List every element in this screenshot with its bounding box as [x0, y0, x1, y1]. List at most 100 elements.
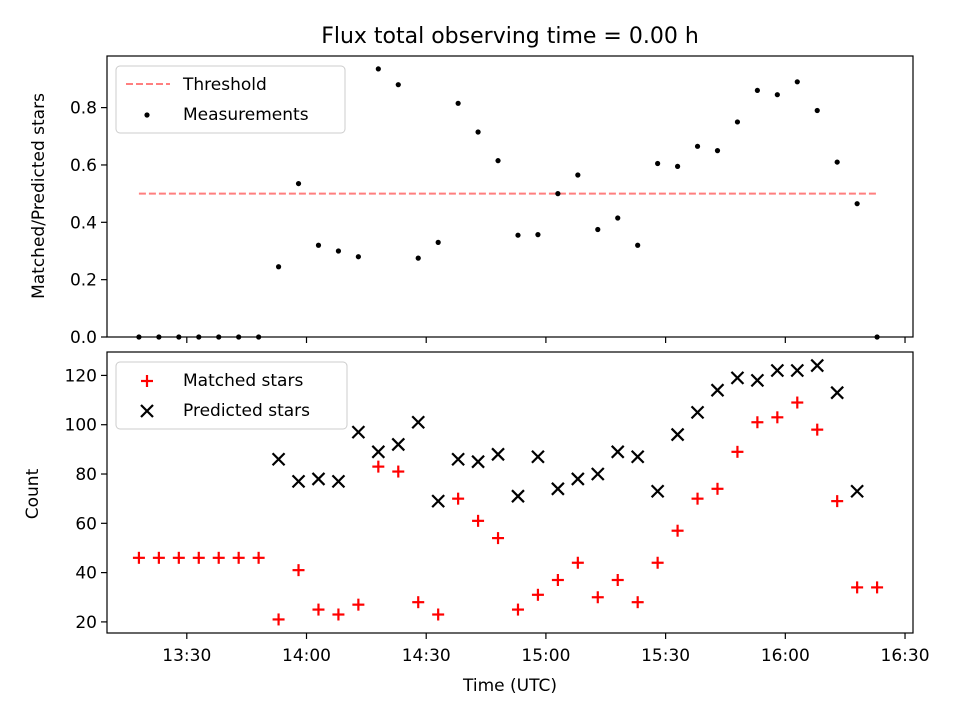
matched-star-point [811, 423, 824, 436]
matched-star-point [312, 603, 325, 616]
measurements-legend-label: Measurements [183, 105, 309, 125]
x-axis-label: Time (UTC) [462, 676, 557, 696]
predicted-star-point [531, 449, 545, 464]
matched-stars-points [132, 396, 884, 626]
matched-star-point [751, 416, 764, 429]
predicted-star-point [271, 452, 286, 467]
matched-star-point [332, 608, 345, 621]
x-tick-label: 16:30 [881, 646, 930, 666]
matched-star-point [492, 532, 505, 545]
matched-legend-icon [141, 375, 153, 387]
predicted-stars-points [271, 358, 864, 508]
predicted-star-point [850, 484, 864, 499]
top-y-tick-label: 0.6 [70, 156, 97, 176]
bottom-legend-box [115, 361, 348, 430]
predicted-star-point [810, 358, 825, 373]
predicted-star-point [750, 373, 765, 388]
bottom-y-tick-label: 40 [75, 564, 97, 584]
bottom-y-tick-label: 120 [65, 366, 97, 386]
measurement-point [355, 254, 361, 260]
predicted-star-point [311, 472, 326, 486]
matched-star-point [172, 551, 185, 564]
measurement-point [774, 92, 780, 98]
predicted-star-point [670, 427, 685, 442]
bottom-y-ticks: 20 40 60 80 100 120 [65, 366, 107, 633]
x-tick-label: 14:00 [282, 646, 331, 666]
matched-star-point [711, 482, 724, 495]
predicted-star-point [830, 385, 844, 400]
matched-star-point [372, 460, 385, 473]
bottom-plot-frame [106, 351, 914, 634]
measurement-point [455, 100, 461, 106]
bottom-y-tick-label: 80 [75, 465, 97, 485]
measurement-point [415, 255, 421, 261]
matched-star-point [651, 556, 664, 569]
bottom-y-axis-label: Count [23, 468, 43, 519]
x-tick-label: 16:00 [761, 646, 810, 666]
matched-star-point [292, 564, 305, 577]
predicted-star-point [411, 415, 426, 430]
predicted-star-point [770, 363, 785, 378]
matched-star-point [232, 551, 245, 564]
measurement-point [435, 239, 441, 245]
matched-star-point [212, 551, 225, 564]
matched-legend-label: Matched stars [183, 371, 303, 391]
predicted-star-point [491, 447, 505, 462]
threshold-legend-label: Threshold [182, 75, 267, 95]
matched-star-point [531, 588, 544, 601]
measurement-point [734, 119, 741, 125]
measurement-point [754, 87, 760, 94]
matched-star-point [152, 551, 165, 564]
x-tick-label: 15:30 [641, 646, 690, 666]
top-y-tick-label: 0.2 [70, 271, 97, 291]
measurement-point [714, 148, 721, 154]
top-plot-frame [106, 55, 914, 338]
measurement-point [655, 160, 661, 167]
measurement-point [694, 143, 701, 149]
predicted-star-point [610, 445, 625, 459]
predicted-star-point [371, 445, 386, 459]
predicted-star-point [690, 405, 705, 420]
top-x-ticks [186, 337, 906, 343]
matched-star-point [412, 596, 425, 609]
measurement-point [395, 82, 401, 88]
matched-star-point [551, 574, 564, 587]
ratio-panel: Flux total observing time = 0.00 h Match… [29, 24, 914, 348]
bottom-x-ticks: 13:30 14:00 14:30 15:00 15:30 16:00 16:30 [162, 633, 930, 666]
matched-star-point [771, 411, 784, 424]
predicted-star-point [451, 452, 465, 467]
matched-star-point [731, 445, 744, 458]
count-panel: Count Time (UTC) 20 40 60 80 100 120 13:30 14:… [23, 351, 930, 696]
measurement-point [495, 158, 501, 164]
predicted-star-point [331, 474, 346, 489]
predicted-star-point [351, 425, 366, 439]
measurement-point [375, 66, 381, 72]
matched-star-point [132, 551, 145, 564]
matched-star-point [272, 613, 285, 626]
matched-star-point [472, 514, 485, 527]
matched-star-point [851, 581, 864, 594]
x-tick-label: 14:30 [402, 646, 451, 666]
predicted-star-point [710, 383, 725, 397]
predicted-star-point [790, 363, 805, 378]
predicted-legend-icon [140, 404, 154, 418]
measurement-point [794, 79, 800, 85]
measurement-point [615, 215, 621, 221]
measurements-legend-icon [144, 112, 150, 118]
top-y-ticks: 0.0 0.2 0.4 0.6 0.8 [70, 99, 107, 348]
top-y-tick-label: 0.0 [70, 328, 97, 348]
matched-star-point [831, 495, 844, 508]
matched-star-point [392, 465, 405, 478]
measurement-point [275, 264, 282, 270]
predicted-star-point [571, 472, 585, 486]
predicted-star-point [471, 454, 485, 469]
top-y-axis-label: Matched/Predicted stars [29, 93, 49, 299]
measurement-point [475, 129, 481, 135]
x-tick-label: 13:30 [162, 646, 211, 666]
predicted-star-point [391, 437, 406, 452]
predicted-star-point [431, 494, 445, 508]
measurement-point [315, 242, 322, 248]
predicted-star-point [730, 371, 745, 385]
measurement-point [555, 191, 561, 197]
